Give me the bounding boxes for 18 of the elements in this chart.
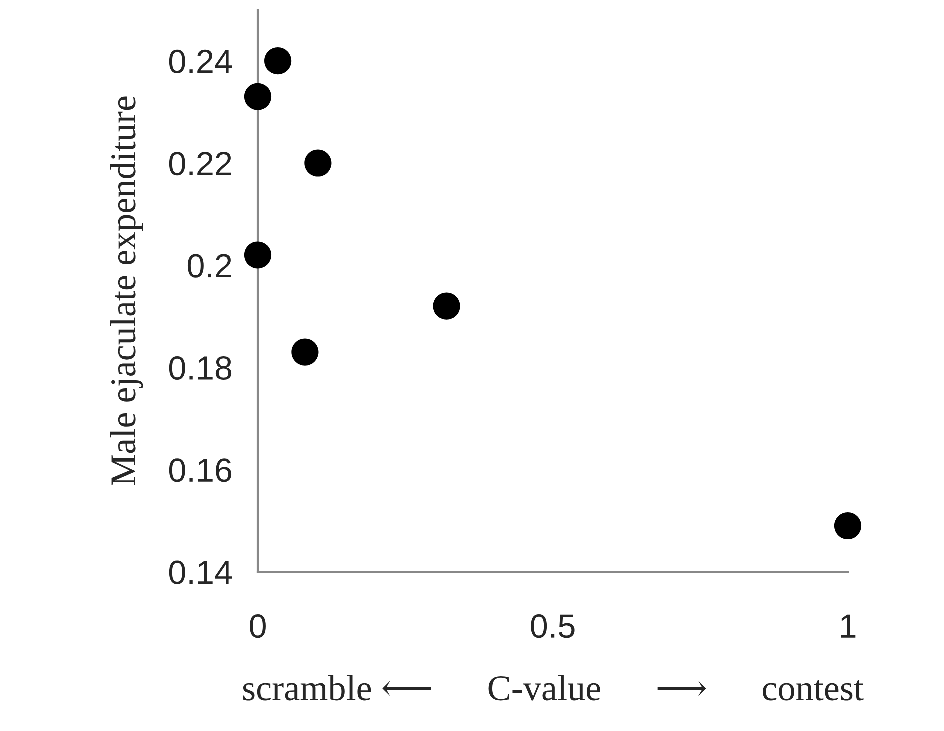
- point: [304, 150, 332, 177]
- point: [264, 48, 292, 75]
- x-tick-label: 0: [250, 614, 266, 638]
- x-tick-label: 0.5: [531, 614, 575, 638]
- y-tick-label: 0.2: [188, 254, 232, 278]
- y-tick-label: 0.16: [169, 458, 232, 482]
- point: [433, 292, 460, 320]
- y-axis-title: Male ejaculate expenditure: [110, 96, 144, 486]
- y-tick-label: 0.24: [169, 50, 232, 74]
- point: [244, 83, 272, 110]
- y-tick-label: 0.18: [169, 356, 232, 380]
- point: [834, 512, 862, 540]
- point: [244, 242, 272, 269]
- x-tick-label: 1: [841, 614, 856, 638]
- y-tick-label: 0.14: [169, 560, 232, 584]
- point: [292, 338, 319, 366]
- y-tick-label: 0.22: [169, 152, 232, 176]
- x-axis-title: scramble ⟵ C-value ⟶ contest: [243, 675, 864, 701]
